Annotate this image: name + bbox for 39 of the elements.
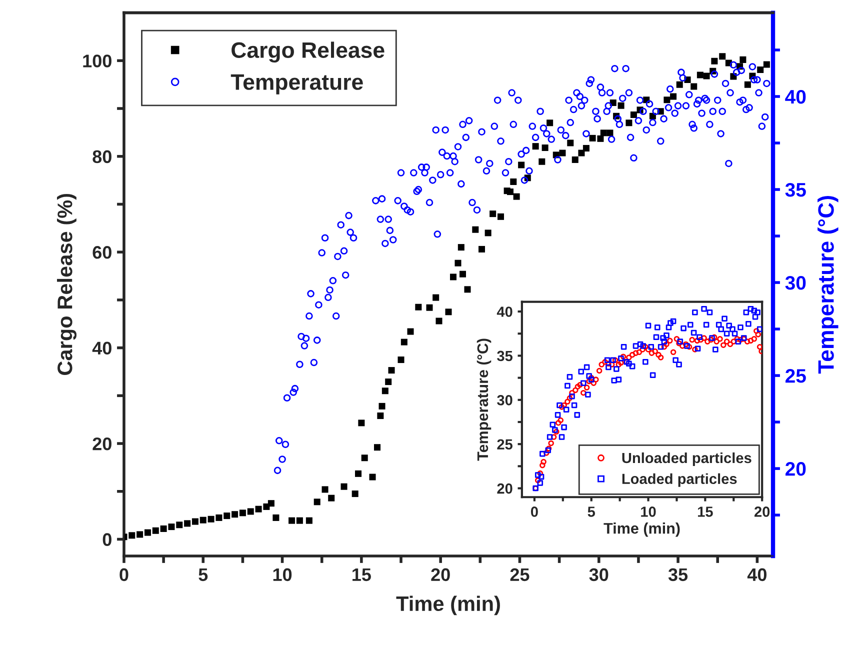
- y-tick-label: 100: [83, 54, 112, 68]
- x-tick-label: 20: [431, 568, 450, 582]
- y2-tick-label: 20: [785, 462, 806, 476]
- x-tick-label: 10: [641, 506, 656, 517]
- legend-label: Unloaded particles: [622, 452, 752, 466]
- x-tick-label: 5: [588, 506, 596, 517]
- y-tick-label: 60: [92, 246, 112, 259]
- x-tick-label: 40: [747, 568, 766, 582]
- y2-tick-label: 25: [785, 369, 806, 383]
- x-tick-label: 0: [120, 568, 128, 582]
- y2-axis-title: Temperature (°C): [818, 196, 838, 374]
- x-tick-label: 15: [698, 506, 713, 517]
- y-tick-label: 20: [92, 437, 112, 450]
- y-tick-label: 20: [497, 483, 512, 494]
- legend-label: Loaded particles: [622, 473, 737, 487]
- legend-label: Cargo Release: [232, 42, 384, 62]
- x-axis-title: Time (min): [396, 596, 500, 616]
- x-tick-label: 30: [589, 568, 608, 582]
- x-tick-label: 5: [198, 568, 208, 582]
- x-tick-label: 20: [754, 506, 770, 517]
- y-tick-label: 0: [102, 533, 112, 546]
- legend-label: Temperature: [230, 74, 363, 94]
- y-axis-title: Temperature (°C): [476, 338, 492, 461]
- x-tick-label: 10: [273, 568, 292, 582]
- x-tick-label: 25: [510, 568, 530, 582]
- y-tick-label: 25: [497, 439, 512, 450]
- x-axis-title: Time (min): [604, 522, 680, 537]
- x-tick-label: 0: [530, 506, 538, 517]
- y-tick-label: 80: [92, 150, 112, 164]
- y2-tick-label: 30: [785, 276, 806, 290]
- y-tick-label: 40: [496, 306, 512, 317]
- x-tick-label: 15: [352, 568, 371, 582]
- y-tick-label: 40: [92, 342, 112, 355]
- y-axis-title: Cargo Release (%): [56, 194, 76, 375]
- y2-tick-label: 40: [785, 90, 806, 104]
- y-tick-label: 35: [497, 350, 512, 362]
- y-tick-label: 30: [497, 395, 512, 406]
- y2-tick-label: 35: [785, 182, 806, 197]
- x-tick-label: 35: [668, 568, 688, 582]
